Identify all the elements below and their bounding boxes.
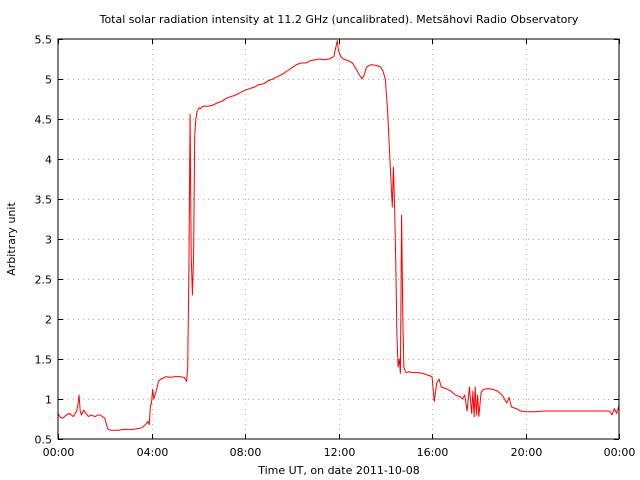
y-tick-label: 1.5 bbox=[35, 354, 53, 367]
y-tick-label: 5 bbox=[45, 74, 52, 87]
y-tick-label: 4.5 bbox=[35, 114, 53, 127]
series-line-0 bbox=[57, 40, 620, 431]
x-tick-label: 08:00 bbox=[230, 446, 262, 459]
y-tick-label: 1 bbox=[45, 394, 52, 407]
x-tick-label: 04:00 bbox=[137, 446, 169, 459]
x-tick-label: 00:00 bbox=[604, 446, 636, 459]
y-tick-label: 3.5 bbox=[35, 194, 53, 207]
y-tick-label: 2 bbox=[45, 314, 52, 327]
tick-labels: 00:00 04:00 08:00 12:00 16:00 20:00 00:000.511… bbox=[35, 34, 636, 460]
y-tick-label: 5.5 bbox=[35, 34, 53, 47]
ticks bbox=[58, 39, 620, 440]
y-axis-label: Arbitrary unit bbox=[5, 202, 18, 276]
chart-title: Total solar radiation intensity at 11.2 … bbox=[99, 13, 579, 26]
x-tick-label: 20:00 bbox=[511, 446, 543, 459]
y-tick-label: 0.5 bbox=[35, 434, 53, 447]
x-tick-label: 00:00 bbox=[43, 446, 75, 459]
y-tick-label: 3 bbox=[45, 234, 52, 247]
y-tick-label: 2.5 bbox=[35, 274, 53, 287]
x-tick-label: 12:00 bbox=[324, 446, 356, 459]
y-tick-label: 4 bbox=[45, 154, 52, 167]
x-axis-label: Time UT, on date 2011-10-08 bbox=[257, 464, 420, 477]
series-layer bbox=[57, 40, 620, 431]
grid bbox=[58, 39, 619, 439]
x-tick-label: 16:00 bbox=[417, 446, 449, 459]
